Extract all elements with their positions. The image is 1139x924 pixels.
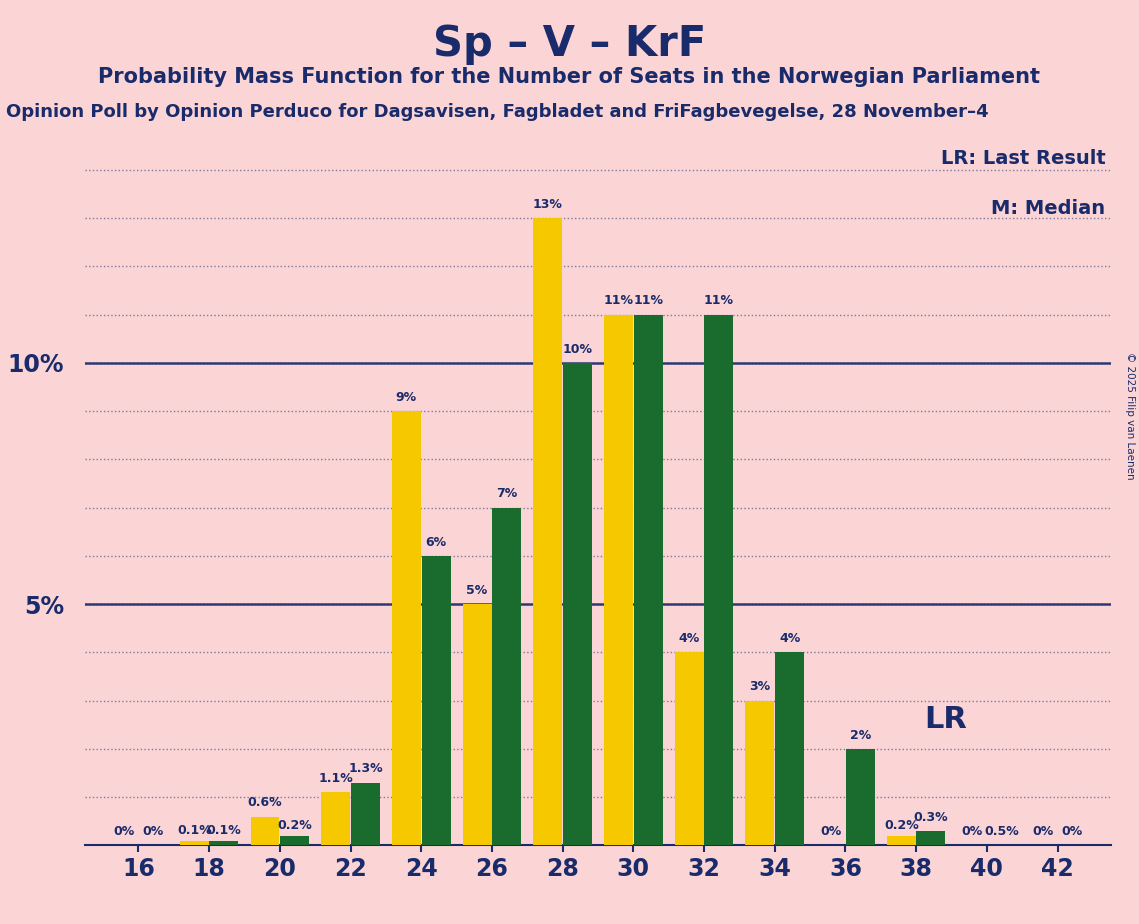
Bar <box>633 314 663 845</box>
Text: 0%: 0% <box>961 825 983 838</box>
Text: Opinion Poll by Opinion Perduco for Dagsavisen, Fagbladet and FriFagbevegelse, 2: Opinion Poll by Opinion Perduco for Dags… <box>6 103 989 121</box>
Bar <box>392 411 421 845</box>
Bar <box>351 783 380 845</box>
Bar <box>492 507 522 845</box>
Text: 11%: 11% <box>604 295 633 308</box>
Text: 9%: 9% <box>396 391 417 404</box>
Bar <box>180 841 208 845</box>
Bar <box>917 831 945 845</box>
Bar <box>280 836 309 845</box>
Text: 0%: 0% <box>1032 825 1054 838</box>
Bar <box>745 700 775 845</box>
Text: 11%: 11% <box>633 295 663 308</box>
Bar <box>604 314 633 845</box>
Text: 1.1%: 1.1% <box>318 772 353 785</box>
Bar <box>321 793 350 845</box>
Text: 0.1%: 0.1% <box>206 824 241 837</box>
Text: 0%: 0% <box>820 825 842 838</box>
Bar <box>462 604 492 845</box>
Bar <box>251 817 279 845</box>
Text: 11%: 11% <box>704 295 734 308</box>
Text: 5%: 5% <box>467 584 487 597</box>
Bar <box>775 652 804 845</box>
Text: 4%: 4% <box>779 632 801 645</box>
Text: Sp – V – KrF: Sp – V – KrF <box>433 23 706 65</box>
Text: Probability Mass Function for the Number of Seats in the Norwegian Parliament: Probability Mass Function for the Number… <box>98 67 1041 87</box>
Bar <box>674 652 704 845</box>
Text: 0%: 0% <box>1062 825 1083 838</box>
Text: LR: Last Result: LR: Last Result <box>941 149 1105 168</box>
Text: 0.5%: 0.5% <box>984 825 1019 838</box>
Text: 1.3%: 1.3% <box>349 762 383 775</box>
Text: 0.2%: 0.2% <box>277 819 312 832</box>
Text: M: M <box>531 501 565 534</box>
Text: 3%: 3% <box>749 680 770 693</box>
Text: 0.6%: 0.6% <box>247 796 282 809</box>
Text: 6%: 6% <box>426 536 446 549</box>
Bar <box>887 836 916 845</box>
Text: 0.1%: 0.1% <box>177 824 212 837</box>
Text: 0%: 0% <box>142 825 164 838</box>
Bar <box>421 556 451 845</box>
Bar <box>563 363 592 845</box>
Text: 2%: 2% <box>850 729 871 742</box>
Text: 0.2%: 0.2% <box>884 819 919 832</box>
Text: 7%: 7% <box>497 487 517 501</box>
Text: LR: LR <box>924 706 967 735</box>
Bar <box>210 841 238 845</box>
Text: 13%: 13% <box>533 198 563 211</box>
Text: 0.3%: 0.3% <box>913 810 949 823</box>
Bar <box>533 218 563 845</box>
Bar <box>846 749 875 845</box>
Bar <box>704 314 734 845</box>
Text: 4%: 4% <box>679 632 699 645</box>
Text: © 2025 Filip van Laenen: © 2025 Filip van Laenen <box>1125 352 1134 480</box>
Text: M: Median: M: Median <box>991 199 1105 218</box>
Text: 10%: 10% <box>563 343 592 356</box>
Text: 0%: 0% <box>113 825 134 838</box>
